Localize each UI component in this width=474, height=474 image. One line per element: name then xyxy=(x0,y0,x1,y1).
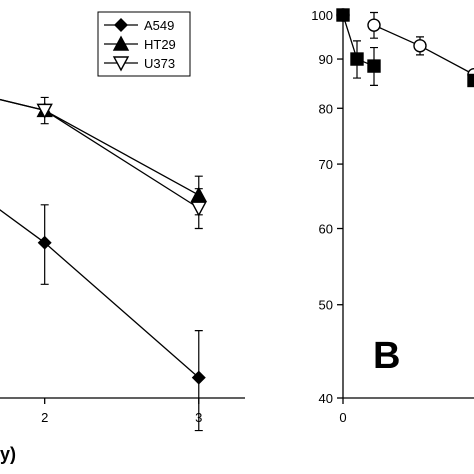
legend-marker xyxy=(112,56,130,72)
plot-area xyxy=(336,8,474,88)
legend-label: U373 xyxy=(144,56,175,71)
y-tick-label: 40 xyxy=(319,391,333,406)
data-point xyxy=(336,8,350,22)
y-tick-label: 100 xyxy=(311,8,333,23)
y-tick-label: 50 xyxy=(319,298,333,313)
data-point xyxy=(191,370,206,385)
panel-label: B xyxy=(373,335,400,377)
y-tick-label: 60 xyxy=(319,222,333,237)
data-point xyxy=(367,18,381,32)
x-axis-label: y) xyxy=(0,444,16,464)
plot-area xyxy=(0,96,207,432)
y-tick-label: 70 xyxy=(319,157,333,172)
x-tick-label: 2 xyxy=(41,410,48,425)
data-point xyxy=(190,201,207,217)
data-point xyxy=(467,73,474,88)
data-point xyxy=(37,235,52,250)
legend-marker xyxy=(114,18,128,32)
legend-label: HT29 xyxy=(144,37,176,52)
data-point xyxy=(367,59,381,73)
legend: A549 HT29 U373 xyxy=(97,11,191,77)
data-point xyxy=(36,103,53,119)
series-line xyxy=(0,209,200,379)
x-tick-label: 0 xyxy=(339,410,346,425)
legend-label: A549 xyxy=(144,18,174,33)
y-tick-label: 90 xyxy=(319,52,333,67)
legend-marker xyxy=(112,35,130,51)
y-tick-label: 80 xyxy=(319,101,333,116)
series-line xyxy=(0,98,200,196)
data-point xyxy=(413,39,427,53)
data-point xyxy=(350,52,364,66)
